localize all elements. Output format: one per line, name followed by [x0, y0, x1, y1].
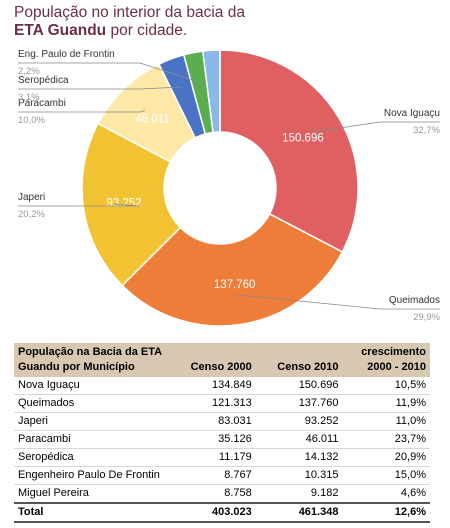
slice-percent-label: 20,2% [18, 209, 45, 220]
table-cell: Nova Iguaçu [14, 377, 170, 395]
slice-name-label: Queimados [389, 295, 440, 306]
table-total-row: Total 403.023 461.348 12,6% [14, 502, 430, 523]
leader-line [18, 203, 141, 207]
slice-value-label: 137.760 [214, 279, 256, 291]
slice-6 [201, 49, 221, 134]
donut-chart: 150.696 137.760 93.252 46.011 Nova Iguaçu 32,… [18, 49, 441, 327]
slice-value-label: 93.252 [106, 197, 141, 209]
table-body: Nova Iguaçu 134.849 150.696 10,5% Queimados 1… [14, 377, 430, 523]
table-cell: 15,0% [342, 466, 430, 485]
leader-line [18, 62, 200, 83]
table-cell: Paracambi [14, 430, 170, 449]
slice-percent-label: 2,2% [18, 66, 40, 77]
slice-percent-label: 3,1% [18, 92, 40, 103]
table-cell: 11,9% [342, 394, 430, 413]
table-cell: 403.023 [169, 502, 256, 523]
table-cell: Japeri [14, 412, 170, 431]
slice-percent-label: 10,0% [18, 115, 45, 126]
slice-name-label: Eng. Paulo de Frontin [18, 49, 115, 60]
table-cell: 8.767 [169, 466, 256, 485]
table-cell: 20,9% [342, 448, 430, 467]
slice-percent-label: 32,7% [413, 125, 440, 136]
table-row: Queimados 121.313 137.760 11,9% [14, 394, 430, 413]
table-row: Engenheiro Paulo De Frontin 8.767 10.315 15… [14, 466, 430, 485]
table-cell: Queimados [14, 394, 170, 413]
slice-0 [219, 49, 359, 253]
table-cell: 10,5% [342, 377, 430, 395]
slice-value-label: 46.011 [135, 113, 169, 125]
table-row: Nova Iguaçu 134.849 150.696 10,5% [14, 377, 430, 395]
table-cell: 14.132 [255, 448, 343, 467]
header-crescimento: crescimento 2000 - 2010 [361, 346, 426, 373]
table-cell: 9.182 [255, 484, 343, 504]
table-cell: 4,6% [342, 484, 430, 504]
table-row: Japeri 83.031 93.252 11,0% [14, 412, 430, 431]
table-cell: Engenheiro Paulo De Frontin [14, 466, 170, 485]
title-line1: População no interior da bacia da [14, 4, 245, 21]
table-cell: 10.315 [255, 466, 343, 485]
slice-2 [81, 122, 182, 287]
table-cell: 134.849 [169, 377, 256, 395]
table-row: Miguel Pereira 8.758 9.182 4,6% [14, 484, 430, 504]
table-cell: 23,7% [342, 430, 430, 449]
table-cell: 93.252 [255, 412, 343, 431]
slice-name-label: Seropédica [18, 75, 69, 86]
table-cell: 150.696 [255, 377, 343, 395]
table-cell: Seropédica [14, 448, 170, 467]
leader-line [312, 121, 440, 133]
chart-title: População no interior da bacia da ETA Gu… [14, 4, 314, 40]
header-municipio: População na Bacia da ETA Guandu por Mun… [18, 346, 162, 373]
population-table: População na Bacia da ETA Guandu por Mun… [14, 343, 430, 523]
header-censo-2000: Censo 2000 [190, 361, 252, 373]
title-bold: ETA Guandu [14, 22, 107, 39]
header-censo-2010: Censo 2010 [277, 361, 339, 373]
table-cell: 461.348 [255, 502, 343, 523]
table-cell: 12,6% [342, 502, 430, 523]
leader-line [18, 86, 182, 90]
slice-percent-label: 29,9% [413, 312, 440, 323]
slice-1 [121, 212, 344, 327]
table-cell: 35.126 [169, 430, 256, 449]
title-rest: por cidade. [106, 22, 188, 39]
table-cell: Total [14, 502, 170, 523]
table-cell: 46.011 [255, 430, 343, 449]
leader-line [236, 294, 440, 310]
table-cell: 11,0% [342, 412, 430, 431]
slice-value-label: 150.696 [282, 133, 324, 145]
table-cell: Miguel Pereira [14, 484, 170, 504]
slice-name-label: Japeri [18, 192, 45, 203]
leader-line [18, 110, 145, 113]
table-header-row: População na Bacia da ETA Guandu por Mun… [14, 343, 430, 377]
table-cell: 121.313 [169, 394, 256, 413]
table-cell: 11.179 [169, 448, 256, 467]
slice-name-label: Paracambi [18, 98, 66, 109]
table-row: Paracambi 35.126 46.011 23,7% [14, 430, 430, 449]
table-cell: 83.031 [169, 412, 256, 431]
table-row: Seropédica 11.179 14.132 20,9% [14, 448, 430, 467]
table-cell: 137.760 [255, 394, 343, 413]
slice-name-label: Nova Iguaçu [384, 108, 440, 119]
table-cell: 8.758 [169, 484, 256, 504]
